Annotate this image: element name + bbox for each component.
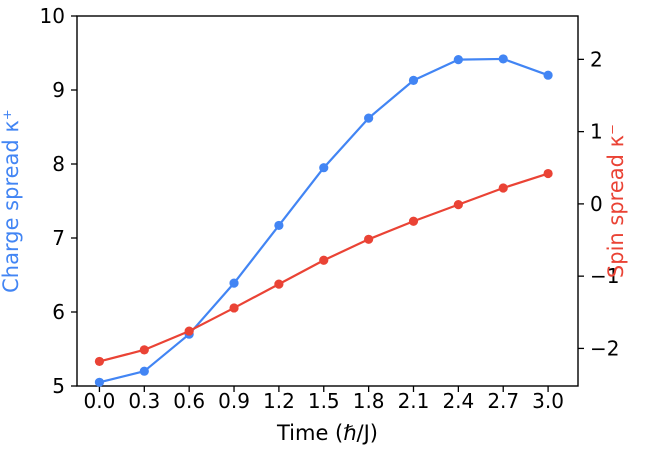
x-tick-label: 3.0 — [532, 389, 564, 413]
x-tick-label: 2.1 — [398, 389, 430, 413]
x-tick-label: 2.4 — [442, 389, 474, 413]
y-left-tick-label: 5 — [52, 374, 65, 398]
y-left-tick-label: 10 — [40, 4, 65, 28]
y-left-tick-label: 8 — [52, 152, 65, 176]
data-point — [184, 326, 194, 336]
plot-border — [76, 15, 579, 387]
x-tick-label: 0.6 — [173, 389, 205, 413]
x-tick-label: 2.7 — [487, 389, 519, 413]
data-point — [364, 113, 374, 123]
y-axis-right-label: Spin spread κ⁻ — [604, 124, 628, 278]
data-point — [498, 183, 508, 193]
data-point — [274, 220, 284, 231]
y-left-tick-label: 9 — [52, 78, 65, 102]
data-point — [229, 303, 239, 313]
data-point — [453, 55, 463, 65]
y-axis-left: 5 6 7 8 9 10 Charge spread κ⁺ — [0, 4, 77, 398]
x-axis: 0.0 0.3 0.6 0.9 1.2 1.5 1.8 2.1 2.4 2.7 3.0 Time (ℏ… — [84, 386, 564, 445]
series-spin-spread — [94, 168, 553, 367]
x-tick-label: 0.9 — [218, 389, 250, 413]
data-point — [498, 54, 508, 64]
x-axis-label: Time (ℏ/J) — [276, 421, 378, 445]
data-point — [139, 366, 149, 376]
data-point — [543, 70, 553, 80]
y-right-tick-label: 0 — [590, 192, 603, 216]
y-right-tick-label: 2 — [590, 47, 603, 71]
x-tick-label: 1.5 — [308, 389, 340, 413]
x-tick-label: 0.0 — [84, 389, 116, 413]
x-tick-label: 1.8 — [353, 389, 385, 413]
series-charge-spread — [94, 54, 553, 387]
y-left-tick-label: 6 — [52, 300, 65, 324]
data-point — [408, 75, 419, 85]
data-point — [229, 278, 239, 288]
data-point — [319, 163, 329, 173]
y-right-tick-label: 1 — [590, 120, 603, 144]
data-point — [94, 356, 105, 367]
y-right-tick-label: −2 — [590, 336, 619, 360]
y-axis-left-label: Charge spread κ⁺ — [0, 109, 23, 293]
data-point — [94, 377, 105, 387]
data-point — [319, 255, 329, 265]
data-point — [139, 345, 149, 355]
y-axis-right: −2 −1 0 1 2 Spin spread κ⁻ — [578, 47, 628, 360]
x-tick-label: 1.2 — [263, 389, 295, 413]
data-point — [543, 168, 553, 179]
data-point — [274, 279, 284, 289]
data-point — [453, 200, 463, 210]
y-right-tick-label: −1 — [590, 264, 619, 288]
y-left-tick-label: 7 — [52, 226, 65, 250]
x-tick-label: 0.3 — [128, 389, 160, 413]
data-point — [364, 234, 374, 244]
data-point — [408, 216, 419, 226]
